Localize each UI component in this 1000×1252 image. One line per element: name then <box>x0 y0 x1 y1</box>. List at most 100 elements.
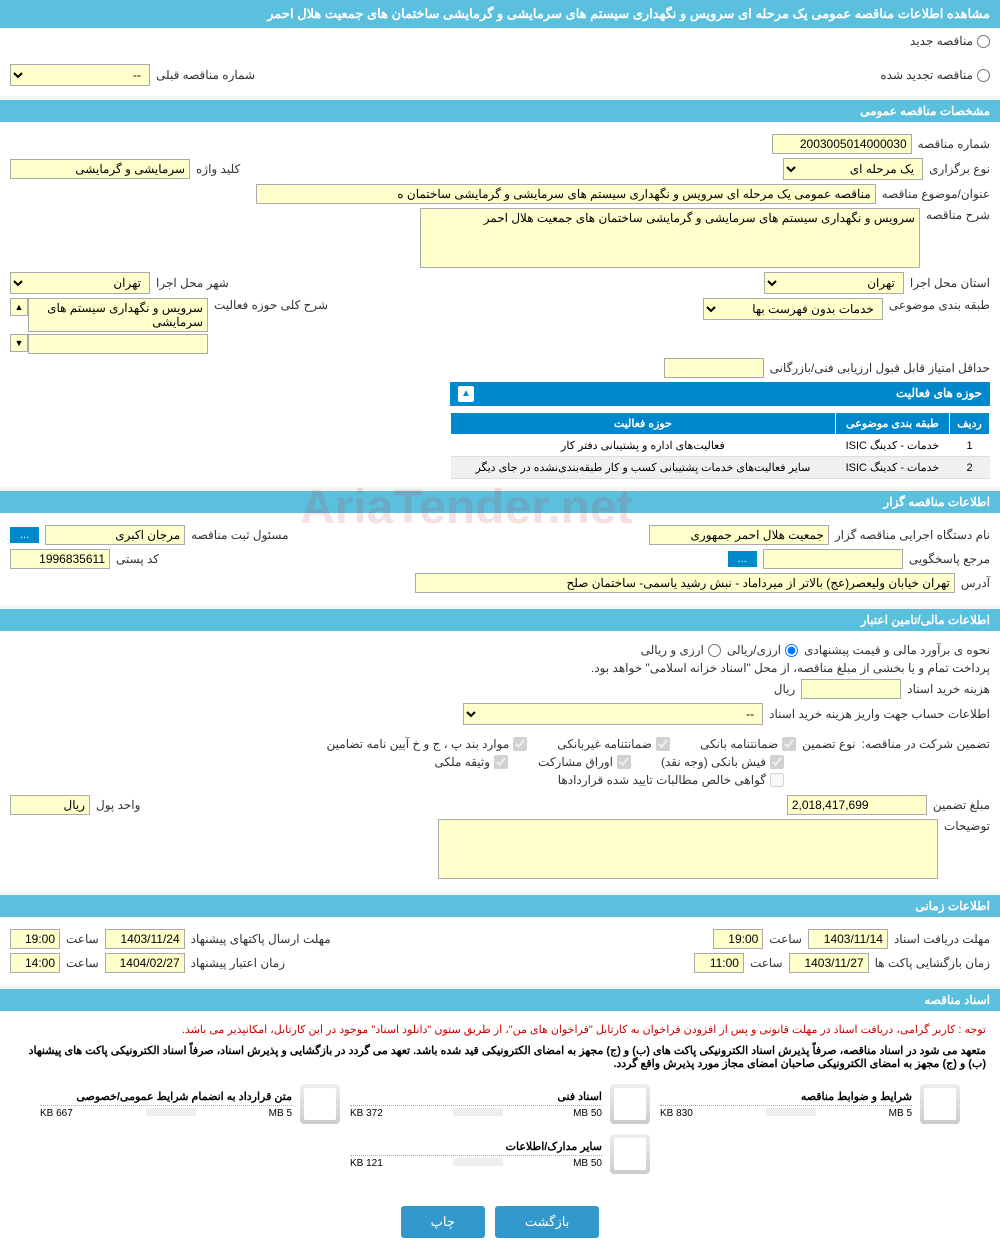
radio-new-tender[interactable] <box>977 35 990 48</box>
page-title: مشاهده اطلاعات مناقصه عمومی یک مرحله ای … <box>0 0 1000 28</box>
activities-table: ردیف طبقه بندی موضوعی حوزه فعالیت 1خدمات… <box>450 412 990 479</box>
keyword-field: سرمایشی و گرمایشی <box>10 159 190 179</box>
print-button[interactable]: چاپ <box>401 1206 485 1238</box>
opening-time: 11:00 <box>694 953 744 973</box>
activities-title-bar: حوزه های فعالیت ▲ <box>450 382 990 406</box>
scope-field-2 <box>28 334 208 354</box>
exec-label: نام دستگاه اجرایی مناقصه گزار <box>835 528 990 542</box>
opening-date: 1403/11/27 <box>789 953 869 973</box>
province-label: استان محل اجرا <box>910 276 990 290</box>
chk-nonbank[interactable] <box>656 737 670 751</box>
doc-item[interactable]: شرایط و ضوابط مناقصه 5 MB830 KB <box>660 1084 960 1124</box>
contact-more-button[interactable]: ... <box>728 551 757 567</box>
docs-grid: شرایط و ضوابط مناقصه 5 MB830 KB اسناد فن… <box>10 1074 990 1184</box>
doc-fee-field <box>801 679 901 699</box>
min-score-label: حداقل امتیاز قابل قبول ارزیابی فنی/بازرگ… <box>770 361 990 375</box>
chk-property-label: وثیقه ملکی <box>434 755 490 769</box>
notes-label: توضیحات <box>944 819 990 833</box>
chk-bank[interactable] <box>782 737 796 751</box>
chk-property[interactable] <box>494 755 508 769</box>
time-label-4: ساعت <box>66 956 99 970</box>
collapse-icon[interactable]: ▲ <box>458 386 474 402</box>
time-label-1: ساعت <box>769 932 802 946</box>
prev-number-label: شماره مناقصه قبلی <box>156 68 255 82</box>
chk-bank-label: ضمانتنامه بانکی <box>700 737 778 751</box>
guarantee-type-label: نوع تضمین <box>802 737 855 751</box>
col-category: طبقه بندی موضوعی <box>835 413 949 435</box>
validity-time: 14:00 <box>10 953 60 973</box>
city-select[interactable]: تهران <box>10 272 150 294</box>
category-label: طبقه بندی موضوعی <box>889 298 990 312</box>
doc-item[interactable]: سایر مدارک/اطلاعات 50 MB121 KB <box>350 1134 650 1174</box>
radio-rial[interactable] <box>785 644 798 657</box>
chk-bonds-label: اوراق مشارکت <box>538 755 613 769</box>
guarantee-amount-field: 2,018,417,699 <box>787 795 927 815</box>
scope-up-icon[interactable]: ▲ <box>10 298 28 316</box>
activities-title: حوزه های فعالیت <box>896 386 982 402</box>
scope-down-icon[interactable]: ▼ <box>10 334 28 352</box>
prev-number-select[interactable]: -- <box>10 64 150 86</box>
chk-cert[interactable] <box>770 773 784 787</box>
exec-field: جمعیت هلال احمر جمهوری <box>649 525 829 545</box>
scope-label: شرح کلی حوزه فعالیت <box>214 298 328 312</box>
time-label-3: ساعت <box>750 956 783 970</box>
desc-field: سرویس و نگهداری سیستم های سرمایشی و گرما… <box>420 208 920 268</box>
doc-item[interactable]: متن قرارداد به انضمام شرایط عمومی/خصوصی … <box>40 1084 340 1124</box>
chk-cash-label: فیش بانکی (وجه نقد) <box>661 755 766 769</box>
section-documents: اسناد مناقصه <box>0 989 1000 1011</box>
chk-bylaw[interactable] <box>513 737 527 751</box>
doc-item[interactable]: اسناد فنی 50 MB372 KB <box>350 1084 650 1124</box>
doc-note-1: توجه : کاربر گرامی، دریافت اسناد در مهلت… <box>10 1019 990 1040</box>
radio-new-label: مناقصه جدید <box>910 34 973 48</box>
doc-deadline-label: مهلت دریافت اسناد <box>894 932 990 946</box>
folder-icon <box>610 1134 650 1174</box>
folder-icon <box>300 1084 340 1124</box>
col-scope: حوزه فعالیت <box>451 413 836 435</box>
holding-type-label: نوع برگزاری <box>929 162 990 176</box>
currency-label: واحد پول <box>96 798 140 812</box>
chk-bonds[interactable] <box>617 755 631 769</box>
rial-label: ریال <box>774 682 796 696</box>
chk-cash[interactable] <box>770 755 784 769</box>
currency-field: ریال <box>10 795 90 815</box>
chk-nonbank-label: ضمانتنامه غیربانکی <box>557 737 652 751</box>
doc-title: سایر مدارک/اطلاعات <box>350 1140 602 1156</box>
subject-field: مناقصه عمومی یک مرحله ای سرویس و نگهداری… <box>256 184 876 204</box>
validity-date: 1404/02/27 <box>105 953 185 973</box>
treasury-note: پرداخت تمام و یا بخشی از مبلغ مناقصه، از… <box>591 661 990 675</box>
registrar-more-button[interactable]: ... <box>10 527 39 543</box>
account-select[interactable]: -- <box>463 703 763 725</box>
postal-field: 1996835611 <box>10 549 110 569</box>
radio-both[interactable] <box>708 644 721 657</box>
back-button[interactable]: بازگشت <box>495 1206 599 1238</box>
chk-cert-label: گواهی خالص مطالبات تایید شده قراردادها <box>558 773 766 787</box>
tender-type-radios: مناقصه جدید <box>0 28 1000 54</box>
validity-label: زمان اعتبار پیشنهاد <box>191 956 285 970</box>
province-select[interactable]: تهران <box>764 272 904 294</box>
city-label: شهر محل اجرا <box>156 276 229 290</box>
registrar-label: مسئول ثبت مناقصه <box>191 528 288 542</box>
guarantee-label: تضمین شرکت در مناقصه: <box>862 737 990 751</box>
doc-title: شرایط و ضوابط مناقصه <box>660 1090 912 1106</box>
doc-fee-label: هزینه خرید اسناد <box>907 682 990 696</box>
footer-buttons: بازگشت چاپ <box>0 1192 1000 1252</box>
table-row: 2خدمات - کدینگ ISICسایر فعالیت‌های خدمات… <box>451 457 990 479</box>
address-label: آدرس <box>961 576 990 590</box>
doc-title: اسناد فنی <box>350 1090 602 1106</box>
opening-label: زمان بازگشایی پاکت ها <box>875 956 990 970</box>
radio-renewed-tender[interactable] <box>977 69 990 82</box>
account-label: اطلاعات حساب جهت واریز هزینه خرید اسناد <box>769 707 990 721</box>
notes-field <box>438 819 938 879</box>
holding-type-select[interactable]: یک مرحله ای <box>783 158 923 180</box>
category-select[interactable]: خدمات بدون فهرست بها <box>703 298 883 320</box>
guarantee-amount-label: مبلغ تضمین <box>933 798 990 812</box>
registrar-field: مرجان اکبری <box>45 525 185 545</box>
contact-field <box>763 549 903 569</box>
proposal-deadline-label: مهلت ارسال پاکتهای پیشنهاد <box>191 932 331 946</box>
scope-field: سرویس و نگهداری سیستم های سرمایشی <box>28 298 208 332</box>
contact-label: مرجع پاسخگویی <box>909 552 990 566</box>
col-row: ردیف <box>950 413 990 435</box>
doc-deadline-time: 19:00 <box>713 929 763 949</box>
keyword-label: کلید واژه <box>196 162 240 176</box>
time-label-2: ساعت <box>66 932 99 946</box>
